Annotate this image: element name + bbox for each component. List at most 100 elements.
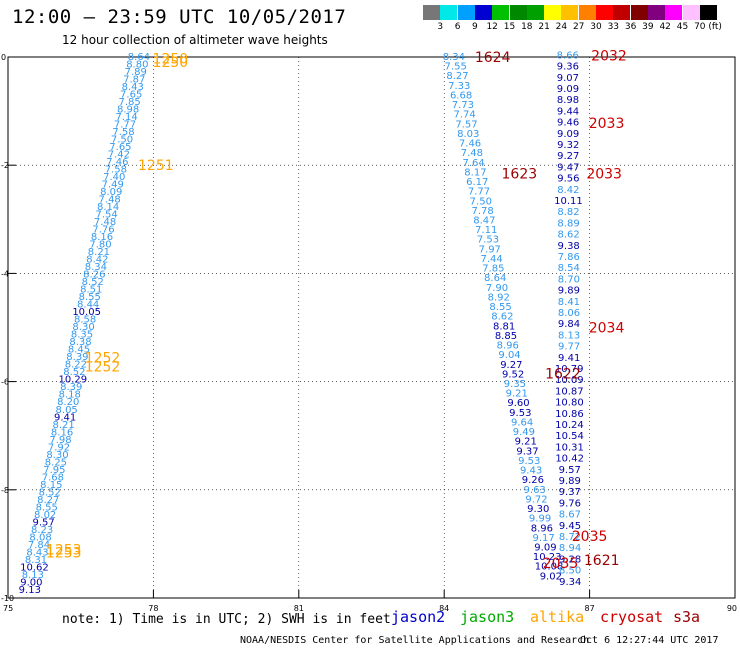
wave-height-value: 10.42 — [555, 454, 584, 465]
wave-height-value: 8.43 — [122, 82, 144, 93]
wave-height-value: 9.49 — [513, 427, 535, 438]
legend-label: 15 — [503, 22, 516, 32]
wave-height-value: 10.54 — [555, 431, 584, 442]
y-tick-label: -4 — [1, 269, 9, 278]
wave-height-value: 9.37 — [559, 487, 581, 498]
wave-height-value: 9.09 — [557, 129, 579, 140]
legend-label: 30 — [590, 22, 602, 32]
wave-height-value: 8.13 — [22, 570, 44, 581]
satellite-label-jason3: jason3 — [460, 608, 515, 626]
wave-height-value: 9.77 — [558, 342, 580, 353]
wave-height-value: 7.85 — [482, 264, 504, 275]
legend-label: 33 — [607, 22, 620, 32]
wave-height-value: 8.54 — [558, 263, 580, 274]
wave-height-value: 9.52 — [502, 369, 524, 380]
wave-height-value: 8.21 — [52, 420, 74, 431]
wave-height-value: 8.16 — [51, 427, 73, 438]
wave-height-value: 8.44 — [77, 300, 99, 311]
wave-height-value: 8.64 — [484, 273, 506, 284]
legend-label: 39 — [642, 22, 654, 32]
wave-height-value: 7.33 — [448, 81, 470, 92]
wave-height-value: 8.26 — [83, 270, 105, 281]
legend-swatch — [423, 5, 440, 20]
wave-height-value: 9.99 — [529, 514, 551, 525]
wave-height-value: 7.77 — [114, 120, 136, 131]
legend-label: 36 — [624, 22, 637, 32]
wave-height-value: 9.53 — [509, 408, 531, 419]
wave-height-value: 8.96 — [531, 523, 553, 534]
wave-height-value: 8.39 — [66, 352, 88, 363]
wave-height-value: 7.48 — [94, 217, 116, 228]
wave-height-value: 9.36 — [557, 62, 579, 73]
legend-label: 24 — [555, 22, 568, 32]
legend-label: 45 — [676, 22, 689, 32]
wave-height-value: 7.44 — [480, 254, 502, 265]
x-tick-label: 87 — [585, 604, 595, 613]
wave-height-value: 8.21 — [88, 247, 110, 258]
pass-time-label: 1622 — [545, 366, 581, 382]
satellite-label-s3a: s3a — [673, 608, 701, 626]
pass-time-label: 1250 — [153, 55, 189, 71]
wave-height-value: 10.86 — [555, 409, 584, 420]
wave-height-value: 7.64 — [463, 158, 485, 169]
wave-height-value: 9.56 — [557, 174, 579, 185]
satellite-label-altika: altika — [530, 608, 585, 626]
wave-height-value: 8.64 — [128, 52, 150, 63]
wave-height-value: 9.21 — [506, 389, 528, 400]
wave-height-value: 8.47 — [473, 216, 495, 227]
wave-height-value: 8.70 — [558, 274, 580, 285]
wave-height-value: 8.80 — [126, 60, 148, 71]
legend-label: 42 — [659, 22, 671, 32]
wave-height-value: 8.58 — [74, 315, 96, 326]
wave-height-value: 8.34 — [443, 52, 465, 63]
legend-swatch — [509, 5, 527, 20]
wave-height-value: 7.55 — [445, 62, 467, 73]
wave-height-value: 7.74 — [454, 110, 476, 121]
wave-height-value: 7.65 — [120, 90, 142, 101]
wave-height-value: 10.23 — [533, 552, 562, 563]
legend-swatch — [440, 5, 458, 20]
wave-height-value: 7.92 — [48, 442, 70, 453]
wave-height-value: 8.15 — [40, 480, 62, 491]
wave-height-value: 7.57 — [455, 119, 477, 130]
wave-height-value: 7.49 — [102, 180, 124, 191]
y-tick-label: 0 — [1, 53, 6, 62]
wave-height-value: 7.58 — [105, 165, 127, 176]
wave-height-value: 8.94 — [559, 543, 581, 554]
wave-height-value: 8.20 — [57, 397, 79, 408]
wave-height-value: 9.41 — [54, 412, 76, 423]
wave-height-value: 9.76 — [559, 498, 581, 509]
wave-height-value: 8.55 — [36, 502, 58, 513]
wave-height-value: 8.72 — [559, 532, 581, 543]
wave-height-value: 10.29 — [58, 375, 87, 386]
wave-height-value: 8.30 — [72, 322, 94, 333]
wave-height-value: 8.92 — [488, 292, 510, 303]
wave-height-value: 7.65 — [109, 142, 131, 153]
wave-height-value: 8.62 — [557, 230, 579, 241]
wave-height-value: 10.62 — [20, 562, 49, 573]
legend-swatch — [474, 5, 492, 20]
wave-height-value: 9.35 — [504, 379, 526, 390]
wave-height-value: 10.87 — [555, 386, 584, 397]
x-tick-label: 90 — [727, 604, 737, 613]
wave-height-value: 8.52 — [39, 487, 61, 498]
wave-height-value: 8.22 — [65, 360, 87, 371]
pass-time-label: 2032 — [591, 48, 627, 64]
wave-height-value: 8.34 — [85, 262, 107, 273]
wave-height-value: 7.68 — [42, 472, 64, 483]
wave-height-value: 8.62 — [491, 312, 513, 323]
legend-swatch — [561, 5, 579, 20]
wave-height-value: 10.24 — [555, 420, 584, 431]
wave-height-value: 7.50 — [470, 196, 492, 207]
wave-height-value: 9.21 — [515, 437, 537, 448]
wave-height-value: 8.03 — [457, 129, 479, 140]
wave-height-value: 9.09 — [557, 84, 579, 95]
wave-height-value: 9.37 — [516, 446, 538, 457]
wave-height-value: 8.85 — [495, 331, 517, 342]
wave-height-value: 10.31 — [555, 442, 584, 453]
map-title: 12:00 – 23:59 UTC 10/05/2017 — [12, 6, 347, 28]
wave-height-value: 9.32 — [557, 140, 579, 151]
x-tick-label: 78 — [148, 604, 158, 613]
map-frame — [7, 56, 736, 599]
